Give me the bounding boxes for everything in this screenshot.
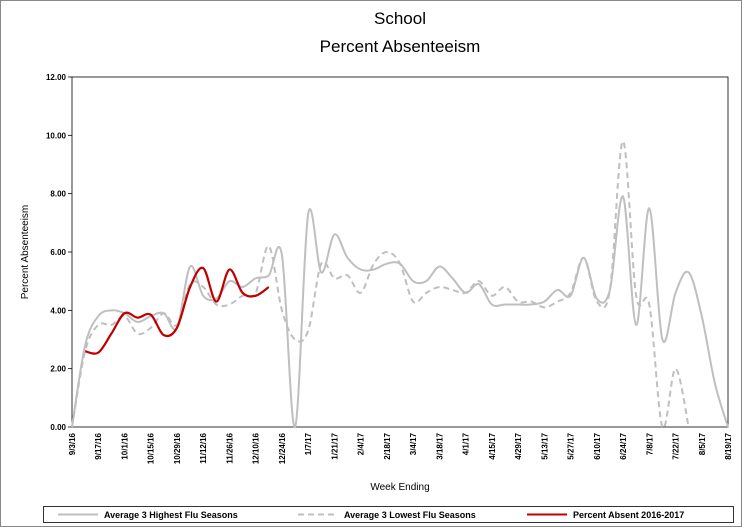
legend-label: Average 3 Highest Flu Seasons	[104, 510, 238, 520]
y-axis-label: Percent Absenteeism	[20, 205, 31, 300]
legend-box	[43, 506, 734, 523]
x-tick-label: 2/18/17	[383, 432, 392, 459]
y-tick-label: 4.00	[50, 306, 66, 315]
y-tick-label: 2.00	[50, 365, 66, 374]
legend-label: Average 3 Lowest Flu Seasons	[344, 510, 476, 520]
chart-title: School	[374, 9, 426, 28]
y-tick-label: 6.00	[50, 248, 66, 257]
x-tick-label: 10/1/16	[120, 432, 129, 459]
x-tick-label: 10/29/16	[173, 432, 182, 464]
x-axis-label: Week Ending	[370, 482, 429, 493]
x-tick-label: 3/18/17	[435, 432, 444, 459]
x-tick-label: 1/7/17	[304, 432, 313, 455]
x-tick-label: 4/29/17	[514, 432, 523, 459]
x-tick-label: 5/27/17	[567, 432, 576, 459]
x-tick-label: 2/4/17	[357, 432, 366, 455]
x-tick-label: 6/24/17	[619, 432, 628, 459]
x-tick-label: 10/15/16	[147, 432, 156, 464]
x-tick-label: 8/19/17	[724, 432, 733, 459]
y-tick-label: 10.00	[46, 131, 67, 140]
legend-label: Percent Absent 2016-2017	[573, 510, 684, 520]
x-tick-label: 12/24/16	[278, 432, 287, 464]
x-tick-label: 5/13/17	[540, 432, 549, 459]
y-tick-label: 12.00	[46, 73, 67, 82]
x-tick-label: 1/21/17	[330, 432, 339, 459]
x-tick-label: 4/15/17	[488, 432, 497, 459]
y-tick-label: 8.00	[50, 190, 66, 199]
x-tick-label: 12/10/16	[252, 432, 261, 464]
x-tick-label: 7/22/17	[672, 432, 681, 459]
x-tick-label: 6/10/17	[593, 432, 602, 459]
x-tick-label: 8/5/17	[698, 432, 707, 455]
x-tick-label: 4/1/17	[462, 432, 471, 455]
series-line	[71, 140, 690, 429]
series-line	[84, 266, 270, 355]
chart-subtitle: Percent Absenteeism	[320, 37, 481, 56]
x-tick-label: 3/4/17	[409, 432, 418, 455]
x-tick-label: 11/12/16	[199, 432, 208, 463]
x-tick-label: 9/3/16	[68, 432, 77, 455]
y-tick-label: 0.00	[50, 423, 66, 432]
x-tick-label: 11/26/16	[225, 432, 234, 463]
x-tick-label: 9/17/16	[94, 432, 103, 459]
x-tick-label: 7/8/17	[645, 432, 654, 455]
